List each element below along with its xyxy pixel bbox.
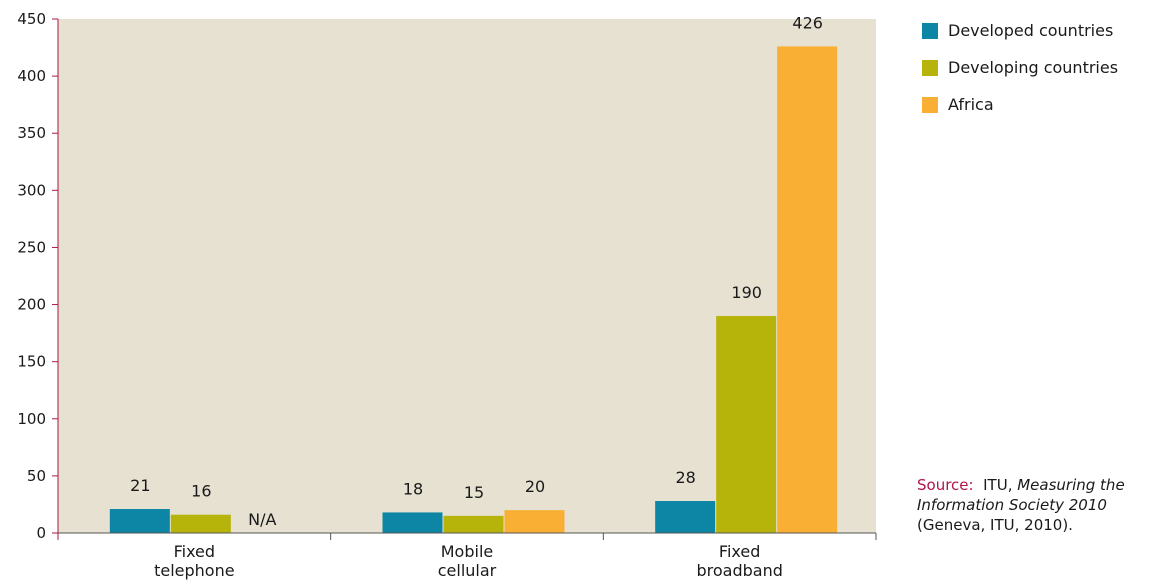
data-label: N/A [248,510,276,529]
data-label: 190 [731,283,762,302]
legend-label-africa: Africa [948,95,994,114]
source-title: Measuring the Information Society 2010 [917,476,1125,514]
category-label: Fixed [174,542,215,561]
bar [109,509,170,533]
bar [655,501,716,533]
data-label: 21 [130,476,150,495]
y-tick-label: 300 [17,181,46,199]
legend-item-developed: Developed countries [922,12,1118,49]
source-note: Source: ITU, Measuring the Information S… [917,475,1147,535]
bar [443,515,504,533]
source-suffix: (Geneva, ITU, 2010). [917,516,1073,534]
data-label: 16 [191,482,211,501]
legend-swatch-africa [922,96,938,113]
bar [504,510,565,533]
y-tick-label: 450 [17,10,46,28]
category-label: cellular [438,561,497,580]
data-label: 18 [403,479,423,498]
data-label: 20 [525,477,545,496]
source-prefix: ITU, [983,476,1018,494]
legend-item-developing: Developing countries [922,49,1118,86]
bar [382,512,443,533]
data-label: 15 [464,483,484,502]
y-tick-label: 400 [17,67,46,85]
category-label: telephone [154,561,234,580]
category-label: broadband [696,561,782,580]
y-tick-label: 150 [17,353,46,371]
y-tick-label: 200 [17,296,46,314]
bar [777,46,838,534]
legend-label-developing: Developing countries [948,58,1119,77]
bar [716,315,777,533]
y-tick-label: 0 [36,524,46,542]
data-label: 28 [675,468,695,487]
legend: Developed countries Developing countries… [922,12,1118,123]
bar [170,514,231,533]
category-label: Fixed [719,542,760,561]
data-label: 426 [792,13,823,32]
source-label: Source: [917,476,974,494]
legend-label-developed: Developed countries [948,21,1114,40]
category-label: Mobile [441,542,493,561]
legend-item-africa: Africa [922,86,1118,123]
y-tick-label: 350 [17,124,46,142]
legend-swatch-developing [922,59,938,76]
legend-swatch-developed [922,22,938,39]
y-tick-label: 100 [17,410,46,428]
y-tick-label: 50 [27,467,46,485]
y-tick-label: 250 [17,238,46,256]
